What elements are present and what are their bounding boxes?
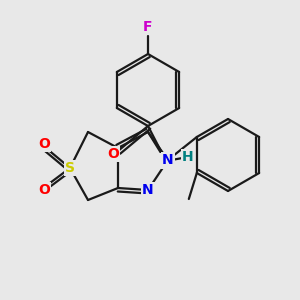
Text: O: O xyxy=(107,147,119,161)
Text: N: N xyxy=(142,183,154,197)
Text: N: N xyxy=(160,154,172,168)
Text: O: O xyxy=(38,137,50,151)
Text: H: H xyxy=(182,150,194,164)
Text: S: S xyxy=(65,161,75,175)
Text: O: O xyxy=(38,183,50,197)
Text: N: N xyxy=(162,153,174,167)
Text: F: F xyxy=(143,20,153,34)
